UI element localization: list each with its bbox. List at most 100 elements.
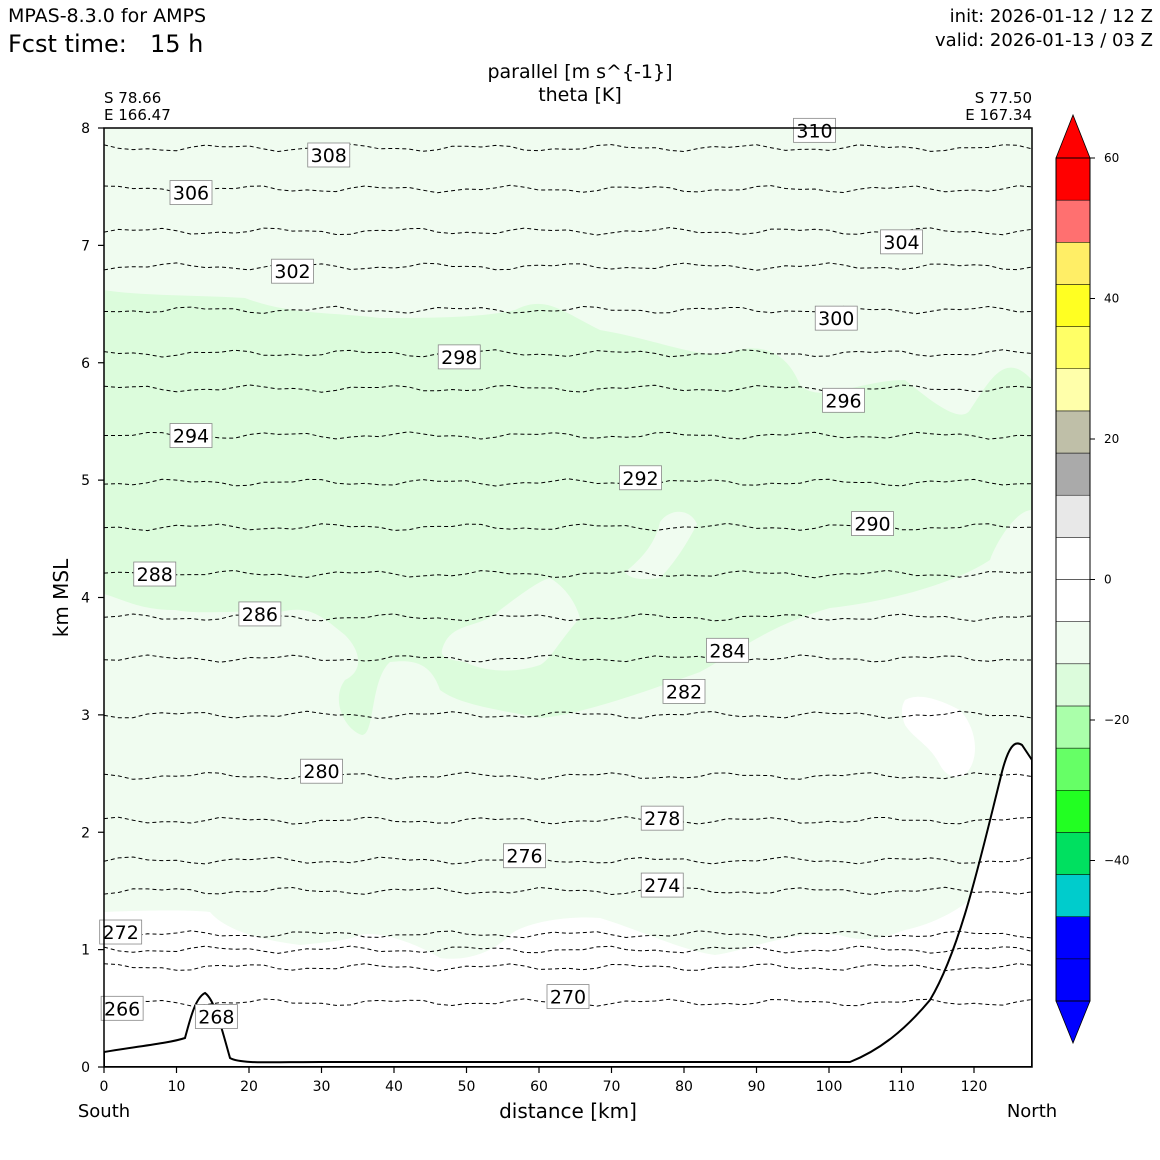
isoline-label-text: 286 xyxy=(242,604,278,626)
terrain xyxy=(104,742,1032,1067)
isoline-label-274: 274 xyxy=(640,872,684,898)
isoline-label-270: 270 xyxy=(546,984,590,1009)
isoline-label-268: 268 xyxy=(194,1004,238,1029)
colorbar-segment xyxy=(1055,410,1091,454)
colorbar-segment xyxy=(1055,705,1091,749)
isoline-label-box xyxy=(640,872,684,898)
fcst-time-value: 15 h xyxy=(150,30,203,58)
colorbar-segment xyxy=(1055,326,1091,370)
isoline-label-box xyxy=(880,229,923,255)
y-axis: 0 1 2 3 4 5 6 7 8 xyxy=(81,121,104,1076)
isoline-298 xyxy=(104,349,1032,358)
isoline-label-box xyxy=(271,258,314,284)
isoline-306 xyxy=(104,184,1032,194)
colorbar-segment xyxy=(1055,537,1091,580)
isoline-label-276: 276 xyxy=(503,843,546,869)
isoline-label-box xyxy=(503,843,546,869)
x-axis-label: distance [km] xyxy=(499,1099,637,1123)
isoline-label-box xyxy=(814,305,858,331)
y-tick-label: 3 xyxy=(81,708,90,724)
isoline-310 xyxy=(104,115,1032,122)
isoline-label-text: 288 xyxy=(137,564,173,586)
isoline-label-text: 280 xyxy=(303,761,339,783)
colorbar-max-arrow xyxy=(1055,113,1091,159)
isoline-label-text: 308 xyxy=(311,145,347,167)
isoline-label-302: 302 xyxy=(271,258,314,284)
y-tick-label: 0 xyxy=(81,1060,90,1076)
x-tick-label: 70 xyxy=(603,1079,621,1095)
isoline-label-text: 284 xyxy=(709,640,745,662)
isoline-label-text: 302 xyxy=(274,261,310,283)
isoline-label-text: 304 xyxy=(883,232,919,254)
isoline-label-box xyxy=(100,995,144,1021)
isoline-270 xyxy=(104,945,1032,954)
isoline-label-298: 298 xyxy=(437,344,481,370)
x-axis: 0 10 20 30 40 50 60 70 80 90 100 110 120 xyxy=(100,1067,988,1095)
y-tick-label: 7 xyxy=(81,238,90,254)
colorbar-tick-label: −40 xyxy=(1104,854,1129,868)
colorbar-segment xyxy=(1055,368,1091,412)
chart-title: parallel [m s^{-1}] xyxy=(487,61,672,83)
isoline-label-text: 272 xyxy=(103,922,139,944)
isoline-label-308: 308 xyxy=(307,142,351,168)
isoline-label-286: 286 xyxy=(238,601,282,627)
isoline-label-306: 306 xyxy=(169,180,213,205)
isoline-274 xyxy=(104,886,1032,896)
x-tick-label: 50 xyxy=(458,1079,476,1095)
x-tick-label: 110 xyxy=(888,1079,915,1095)
model-title: MPAS-8.3.0 for AMPS xyxy=(8,5,206,27)
isoline-304 xyxy=(104,227,1032,236)
wind-shading-upper xyxy=(104,290,1032,735)
colorbar-segment xyxy=(1055,284,1091,327)
valid-time: valid: 2026-01-13 / 03 Z xyxy=(935,30,1153,51)
isoline-label-text: 290 xyxy=(854,514,890,536)
isoline-label-text: 282 xyxy=(666,681,702,703)
y-tick-label: 6 xyxy=(81,356,90,372)
x-tick-label: 90 xyxy=(748,1079,766,1095)
isoline-label-288: 288 xyxy=(133,561,177,587)
colorbar-segment xyxy=(1055,747,1091,791)
isoline-label-box xyxy=(793,117,836,143)
isoline-300 xyxy=(104,305,1032,315)
isoline-label-272: 272 xyxy=(99,919,143,945)
y-tick-label: 1 xyxy=(81,943,90,959)
plot-area xyxy=(104,128,1032,1067)
isoline-284 xyxy=(104,654,1032,663)
isoline-label-box xyxy=(99,919,143,945)
isoline-label-box xyxy=(169,423,213,448)
isoline-label-box xyxy=(437,344,481,370)
x-tick-label: 120 xyxy=(961,1079,988,1095)
north-label: North xyxy=(1007,1101,1057,1122)
colorbar-segment xyxy=(1055,663,1091,707)
isoline-label-box xyxy=(307,142,351,168)
wind-hole-2 xyxy=(625,511,697,580)
isoline-label-text: 274 xyxy=(644,875,680,897)
y-tick-label: 5 xyxy=(81,473,90,489)
isoline-label-280: 280 xyxy=(300,758,343,784)
isoline-label-310: 310 xyxy=(793,117,836,143)
isoline-label-294: 294 xyxy=(169,423,213,448)
y-tick-label: 4 xyxy=(81,591,90,607)
left-endpoint-lat: S 78.66 xyxy=(104,89,161,107)
isoline-label-296: 296 xyxy=(822,387,865,413)
colorbar-segment xyxy=(1055,494,1091,538)
isoline-label-304: 304 xyxy=(880,229,923,255)
isoline-302 xyxy=(104,262,1032,271)
init-time: init: 2026-01-12 / 12 Z xyxy=(950,6,1153,27)
x-tick-label: 20 xyxy=(240,1079,258,1095)
isoline-294 xyxy=(104,431,1032,440)
chart-subtitle: theta [K] xyxy=(538,84,622,106)
isoline-label-box xyxy=(133,561,177,587)
x-tick-label: 40 xyxy=(385,1079,403,1095)
colorbar-segment xyxy=(1055,157,1091,201)
isoline-label-text: 300 xyxy=(818,308,854,330)
colorbar-tick-label: −20 xyxy=(1104,713,1129,727)
isoline-label-box xyxy=(194,1004,238,1029)
isoline-label-text: 310 xyxy=(796,120,832,142)
isoline-label-text: 296 xyxy=(825,390,861,412)
isoline-label-text: 294 xyxy=(173,426,209,448)
isoline-label-text: 270 xyxy=(550,987,586,1009)
right-endpoint-lat: S 77.50 xyxy=(975,89,1032,107)
isoline-label-290: 290 xyxy=(851,511,894,536)
